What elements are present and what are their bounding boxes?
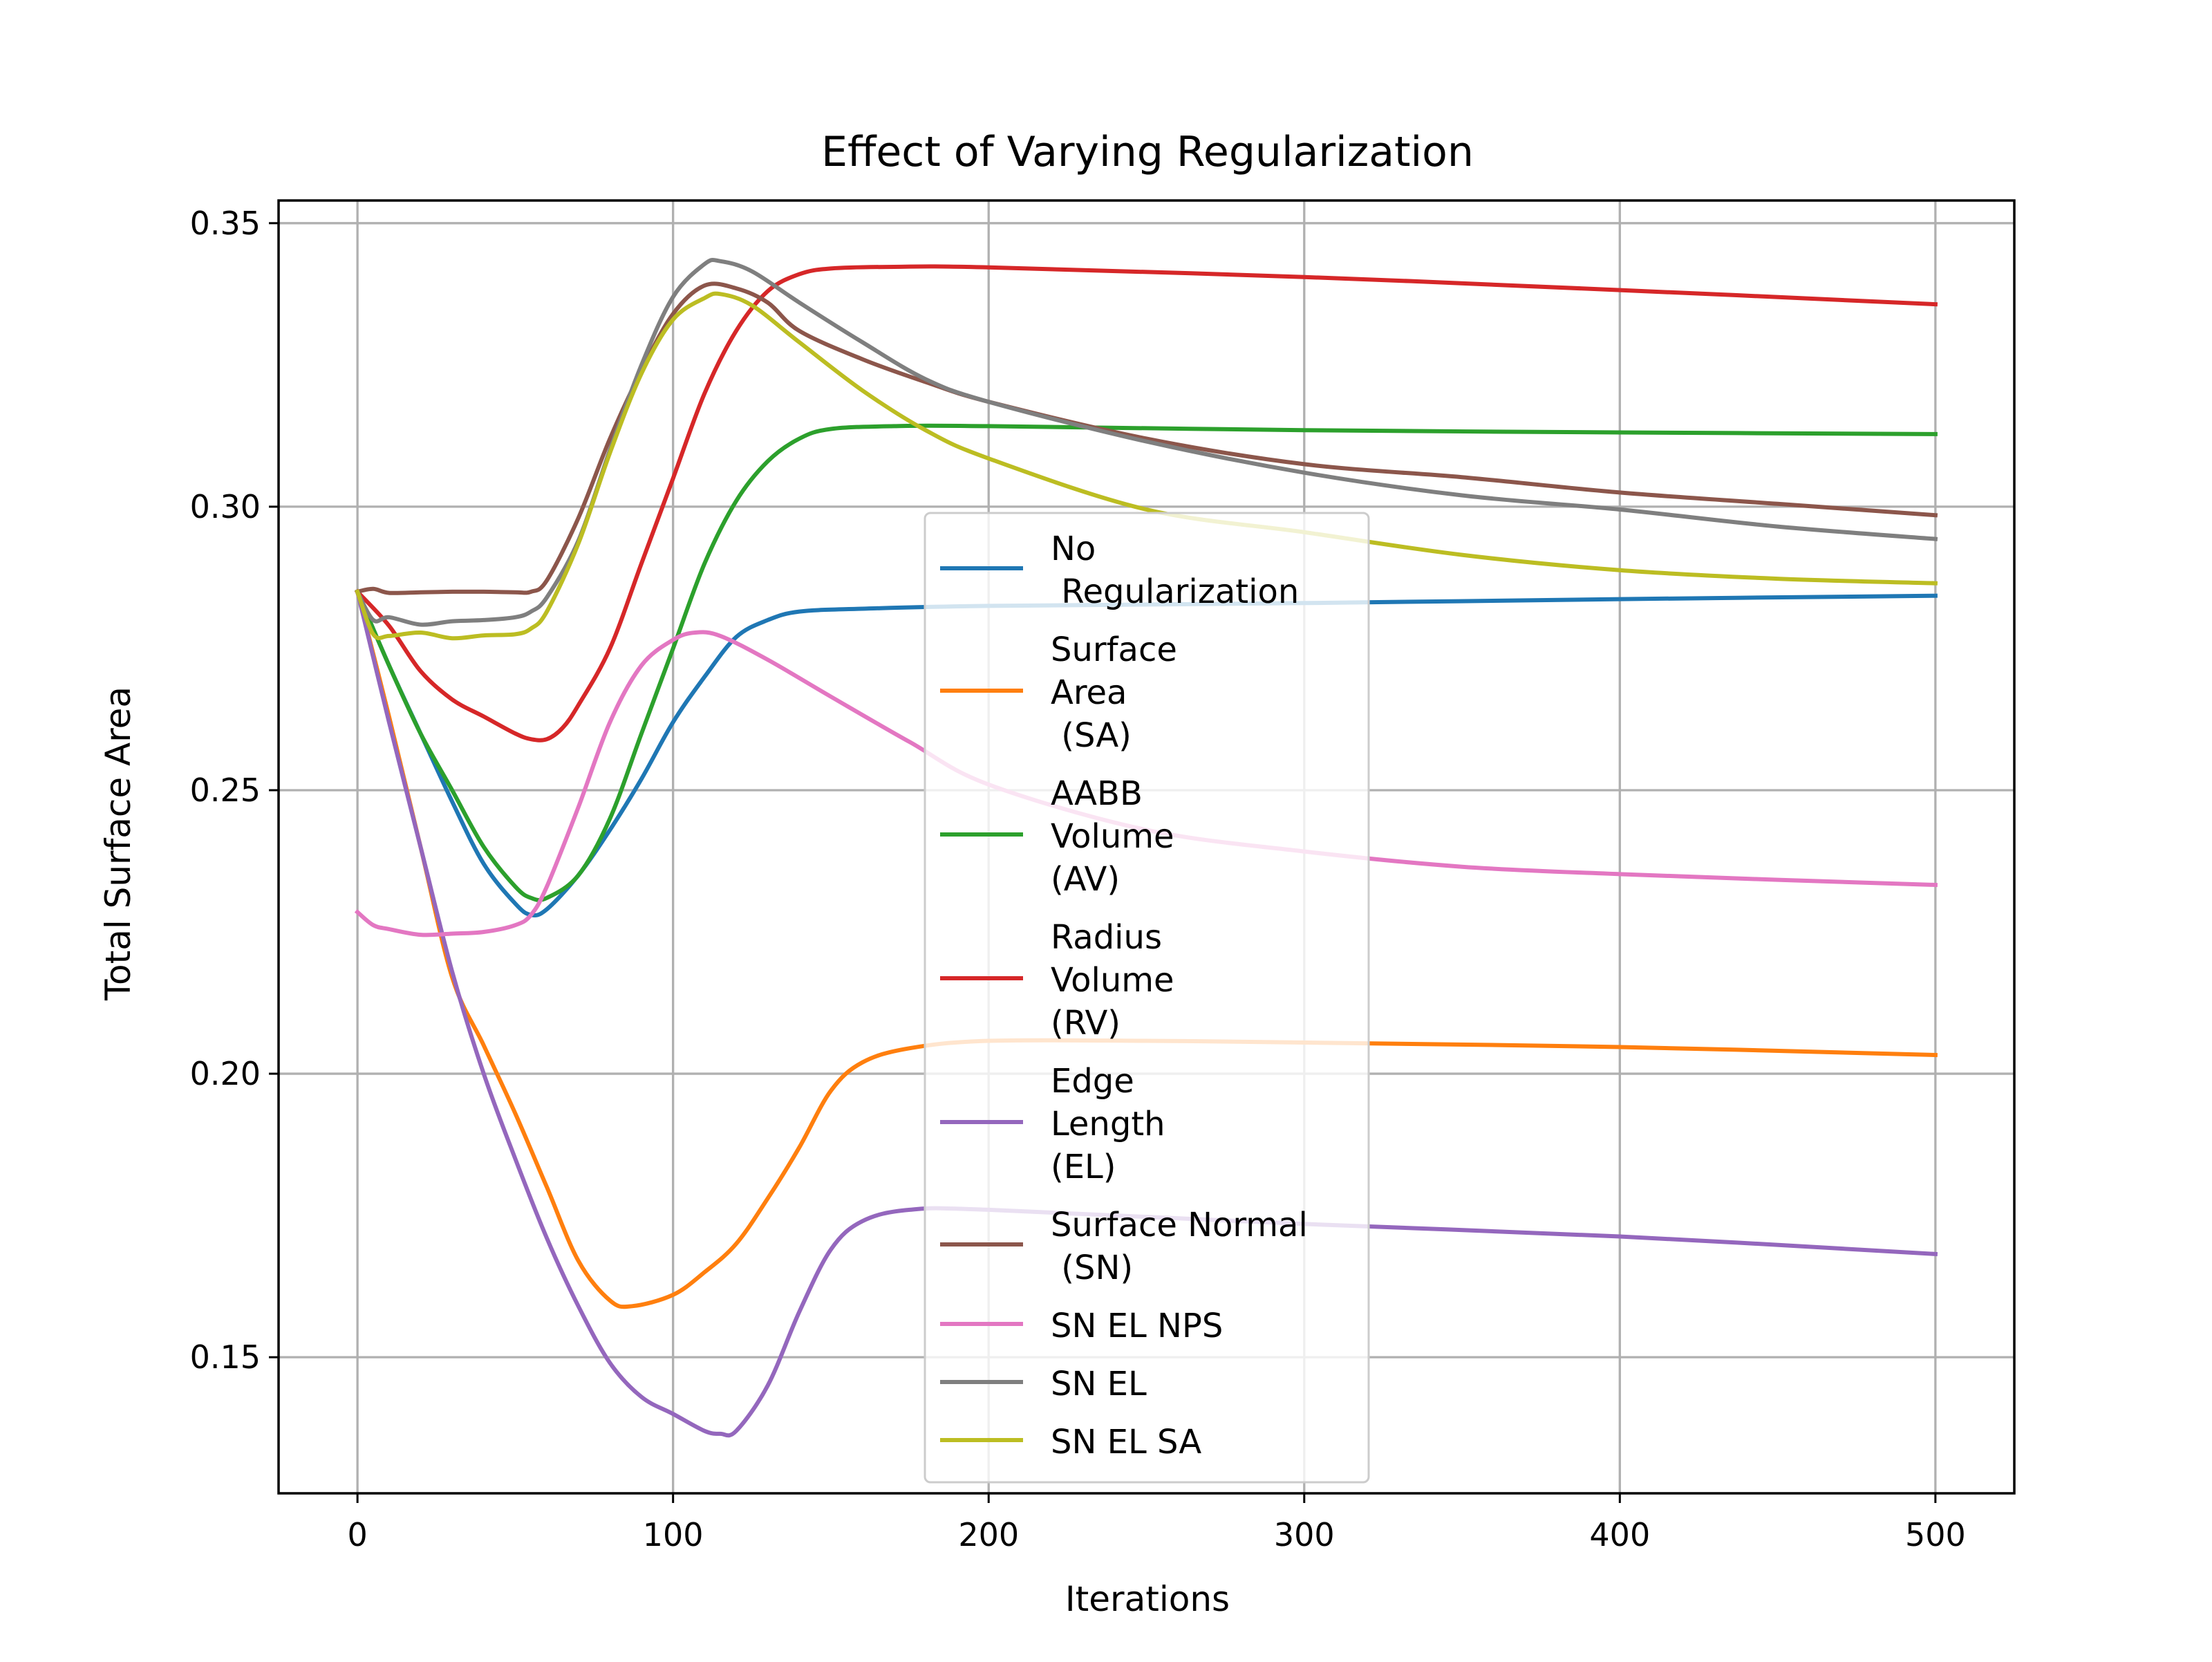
legend-label-5: Surface Normal (SN) bbox=[1051, 1206, 1308, 1287]
x-tick-label: 300 bbox=[1274, 1516, 1335, 1553]
x-tick-label: 0 bbox=[347, 1516, 367, 1553]
legend-label-1: Surface Area (SA) bbox=[1051, 631, 1177, 755]
x-axis-label: Iterations bbox=[1065, 1579, 1230, 1619]
x-tick-label: 100 bbox=[643, 1516, 704, 1553]
legend-label-8: SN EL SA bbox=[1051, 1423, 1201, 1462]
y-tick-label: 0.25 bbox=[190, 772, 261, 809]
series-line-8 bbox=[355, 291, 1938, 641]
y-tick-label: 0.15 bbox=[190, 1338, 261, 1376]
legend-label-0: No Regularization bbox=[1051, 530, 1299, 611]
legend-label-2: AABB Volume (AV) bbox=[1051, 774, 1174, 899]
series-line-5 bbox=[355, 281, 1938, 595]
plot-frame bbox=[277, 199, 2016, 1495]
legend-label-6: SN EL NPS bbox=[1051, 1307, 1223, 1345]
y-tick-label: 0.30 bbox=[190, 488, 261, 525]
y-tick-label: 0.35 bbox=[190, 205, 261, 242]
series-line-3 bbox=[354, 264, 1938, 743]
axis-ticks: 0 100 200 300 400 500 0.15 0.20 0.25 0.30 0.35 bbox=[190, 205, 1966, 1553]
legend-label-4: Edge Length (EL) bbox=[1051, 1062, 1165, 1186]
y-axis-label: Total Surface Area bbox=[98, 687, 138, 1001]
legend: No Regularization Surface Area (SA) AABB Vol… bbox=[924, 512, 1370, 1484]
series-line-6 bbox=[354, 630, 1938, 937]
legend-box bbox=[924, 512, 1370, 1484]
series-line-2 bbox=[355, 423, 1938, 902]
x-tick-label: 500 bbox=[1905, 1516, 1966, 1553]
legend-label-3: Radius Volume (RV) bbox=[1051, 918, 1174, 1043]
x-tick-label: 200 bbox=[958, 1516, 1019, 1553]
series-line-7 bbox=[355, 257, 1938, 627]
y-tick-label: 0.20 bbox=[190, 1055, 261, 1092]
x-tick-label: 400 bbox=[1589, 1516, 1650, 1553]
chart-title: Effect of Varying Regularization bbox=[821, 128, 1474, 176]
legend-label-7: SN EL bbox=[1051, 1365, 1147, 1403]
